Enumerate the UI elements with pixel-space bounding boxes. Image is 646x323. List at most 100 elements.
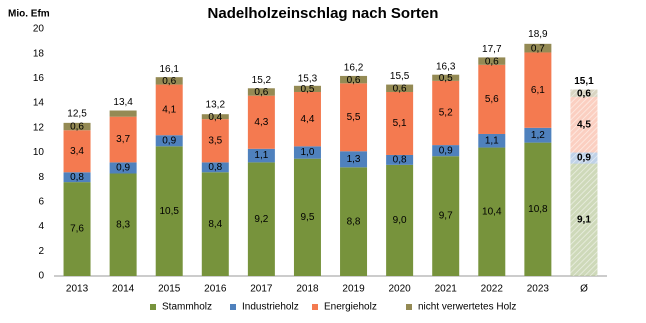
bar-segment	[524, 142, 552, 276]
total-label: 16,2	[344, 63, 364, 74]
data-label: 0,5	[439, 73, 453, 84]
bar-segment	[63, 182, 91, 276]
bar-segment	[247, 88, 275, 96]
bar-segment	[247, 162, 275, 276]
data-label: 1,2	[531, 130, 545, 141]
bar-segment	[524, 52, 552, 128]
data-label: 3,4	[70, 146, 84, 157]
data-label: 5,2	[439, 108, 453, 119]
chart-title: Nadelholzeinschlag nach Sorten	[208, 5, 439, 22]
total-label: 15,1	[574, 76, 594, 87]
data-label: 0,9	[116, 163, 130, 174]
bar-segment	[340, 167, 368, 276]
data-label: 9,5	[301, 212, 315, 223]
bar-segment	[293, 158, 321, 276]
bar-segment	[63, 172, 91, 183]
y-tick-label: 16	[33, 73, 45, 84]
bar-segment	[386, 84, 414, 92]
data-label: 0,9	[439, 145, 453, 156]
data-label: 0,9	[577, 153, 591, 164]
bar-segment	[109, 162, 137, 174]
x-tick-label: Ø	[580, 284, 588, 295]
data-label: 6,1	[531, 85, 545, 96]
bar-segment	[340, 151, 368, 168]
bar-segment	[109, 116, 137, 163]
data-label: 0,6	[485, 56, 499, 67]
bar-segment	[201, 172, 229, 276]
data-label: 9,1	[577, 214, 591, 225]
legend-swatch	[150, 304, 156, 310]
bar-segment	[478, 133, 506, 148]
data-label: 3,7	[116, 134, 130, 145]
data-label: 5,5	[347, 112, 361, 123]
total-label: 16,1	[159, 64, 179, 75]
data-label: 9,7	[439, 211, 453, 222]
total-label: 17,7	[482, 44, 502, 55]
bar-segment	[340, 83, 368, 152]
total-label: 13,2	[206, 100, 226, 111]
y-tick-label: 4	[38, 221, 44, 232]
bar-segment	[63, 130, 91, 173]
y-tick-label: 0	[38, 271, 44, 282]
bar-segment	[201, 114, 229, 120]
data-label: 0,7	[531, 43, 545, 54]
legend-swatch	[230, 304, 236, 310]
bar-hatch	[570, 152, 598, 164]
bar-segment	[524, 127, 552, 143]
bar-segment	[386, 91, 414, 155]
y-tick-label: 12	[33, 122, 45, 133]
bar-segment	[478, 64, 506, 134]
bar-segment	[432, 145, 460, 157]
bar-segment	[247, 95, 275, 149]
y-tick-label: 8	[38, 172, 44, 183]
y-tick-label: 20	[33, 24, 45, 35]
bar-segment	[293, 85, 321, 92]
x-tick-label: 2023	[527, 284, 550, 295]
data-label: 7,6	[70, 224, 84, 235]
bar-segment	[63, 122, 91, 131]
data-label: 10,5	[159, 206, 179, 217]
data-label: 0,6	[162, 76, 176, 87]
bar-segment	[247, 148, 275, 163]
data-label: 0,6	[347, 75, 361, 86]
bar-hatch	[570, 89, 598, 97]
bar-segment	[340, 75, 368, 84]
bar-hatch	[570, 163, 598, 276]
x-tick-label: 2018	[296, 284, 319, 295]
bar-segment	[432, 74, 460, 81]
data-label: 3,5	[208, 135, 222, 146]
legend-label: nicht verwertetes Holz	[418, 302, 516, 313]
legend-swatch	[406, 304, 412, 310]
y-tick-label: 10	[33, 147, 45, 158]
data-label: 0,9	[162, 135, 176, 146]
legend-label: Energieholz	[324, 302, 377, 313]
total-label: 13,4	[113, 97, 133, 108]
bar-segment	[432, 156, 460, 276]
data-label: 1,0	[301, 147, 315, 158]
total-label: 15,2	[252, 75, 272, 86]
data-label: 4,5	[577, 119, 591, 130]
total-label: 12,5	[67, 108, 87, 119]
x-tick-label: 2021	[435, 284, 458, 295]
y-tick-label: 2	[38, 246, 44, 257]
data-label: 0,6	[254, 87, 268, 98]
data-label: 4,4	[301, 114, 315, 125]
bar-segment	[432, 80, 460, 146]
y-axis-label: Mio. Efm	[8, 9, 50, 20]
x-tick-label: 2016	[204, 284, 227, 295]
bar-hatch	[570, 96, 598, 153]
data-label: 0,4	[208, 112, 222, 123]
legend-swatch	[312, 304, 318, 310]
x-tick-label: 2013	[66, 284, 89, 295]
legend-label: Stammholz	[162, 302, 212, 313]
bar-segment	[478, 147, 506, 276]
data-label: 0,8	[393, 155, 407, 166]
data-label: 0,6	[70, 122, 84, 133]
data-label: 0,6	[393, 83, 407, 94]
bar-segment	[293, 91, 321, 147]
total-label: 18,9	[528, 29, 548, 40]
data-label: 5,1	[393, 118, 407, 129]
y-tick-label: 6	[38, 197, 44, 208]
bar-segment	[386, 164, 414, 276]
